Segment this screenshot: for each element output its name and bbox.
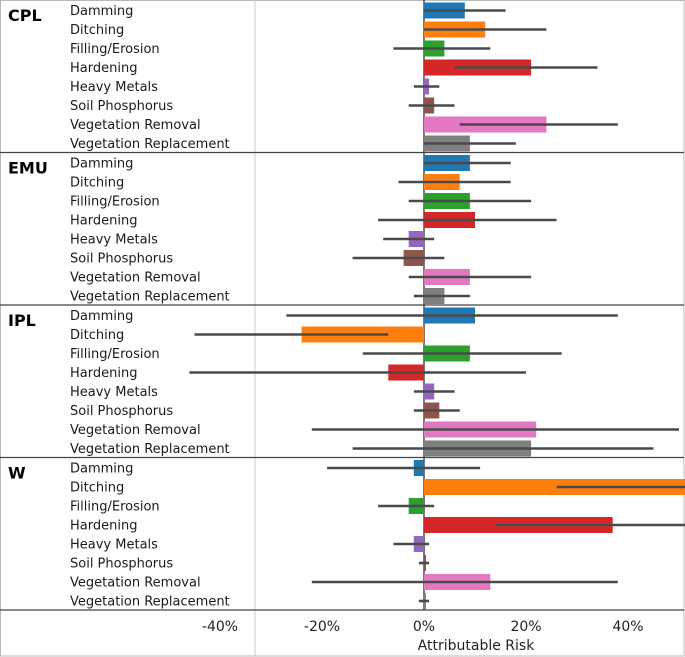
group-label-emu: EMU	[8, 159, 48, 178]
row-label-ipl-ditching: Ditching	[70, 328, 124, 343]
group-label-cpl: CPL	[8, 6, 42, 25]
x-tick-label: 40%	[612, 619, 643, 635]
row-label-ipl-filling-erosion: Filling/Erosion	[70, 347, 160, 362]
x-tick-label: -40%	[202, 619, 238, 635]
row-label-w-vegetation-removal: Vegetation Removal	[70, 576, 201, 591]
group-label-w: W	[8, 464, 26, 483]
row-label-emu-heavy-metals: Heavy Metals	[70, 233, 158, 248]
row-label-cpl-soil-phosphorus: Soil Phosphorus	[70, 99, 173, 114]
row-label-w-damming: Damming	[70, 462, 133, 477]
row-label-w-filling-erosion: Filling/Erosion	[70, 500, 160, 515]
row-label-emu-vegetation-removal: Vegetation Removal	[70, 271, 201, 286]
x-tick-label: 20%	[510, 619, 541, 635]
row-label-cpl-damming: Damming	[70, 4, 133, 19]
row-label-ipl-soil-phosphorus: Soil Phosphorus	[70, 404, 173, 419]
row-label-emu-filling-erosion: Filling/Erosion	[70, 195, 160, 210]
row-label-ipl-vegetation-removal: Vegetation Removal	[70, 423, 201, 438]
row-label-emu-hardening: Hardening	[70, 214, 137, 229]
row-label-emu-vegetation-replacement: Vegetation Replacement	[70, 290, 230, 305]
row-label-cpl-heavy-metals: Heavy Metals	[70, 80, 158, 95]
row-label-ipl-heavy-metals: Heavy Metals	[70, 385, 158, 400]
row-label-w-hardening: Hardening	[70, 519, 137, 534]
row-label-w-heavy-metals: Heavy Metals	[70, 538, 158, 553]
row-label-emu-soil-phosphorus: Soil Phosphorus	[70, 252, 173, 267]
x-axis-title: Attributable Risk	[418, 638, 536, 654]
row-label-emu-ditching: Ditching	[70, 176, 124, 191]
row-label-ipl-vegetation-replacement: Vegetation Replacement	[70, 442, 230, 457]
x-tick-label: 0%	[413, 619, 435, 635]
row-label-ipl-hardening: Hardening	[70, 366, 137, 381]
row-label-w-soil-phosphorus: Soil Phosphorus	[70, 557, 173, 572]
row-label-cpl-hardening: Hardening	[70, 61, 137, 76]
row-label-emu-damming: Damming	[70, 157, 133, 172]
row-label-cpl-vegetation-replacement: Vegetation Replacement	[70, 137, 230, 152]
x-tick-label: -20%	[304, 619, 340, 635]
group-label-ipl: IPL	[8, 311, 36, 330]
row-label-cpl-ditching: Ditching	[70, 23, 124, 38]
row-label-cpl-vegetation-removal: Vegetation Removal	[70, 118, 201, 133]
row-label-w-ditching: Ditching	[70, 481, 124, 496]
row-label-w-vegetation-replacement: Vegetation Replacement	[70, 595, 230, 610]
row-label-cpl-filling-erosion: Filling/Erosion	[70, 42, 160, 57]
bar-w-ditching	[424, 479, 685, 495]
row-label-ipl-damming: Damming	[70, 309, 133, 324]
